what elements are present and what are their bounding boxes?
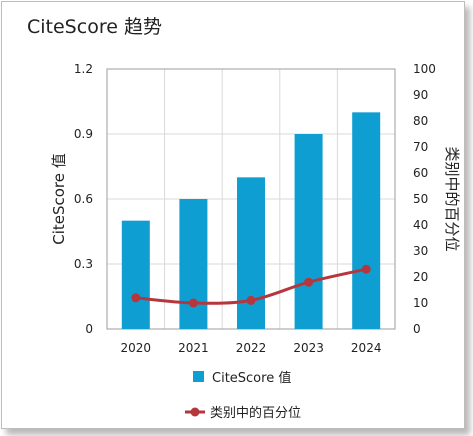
line-series [131,264,371,308]
x-tick-label: 2022 [236,341,267,355]
legend-swatch-marker [190,407,200,417]
y-left-tick-label: 0.9 [74,127,93,141]
percentile-point-2023 [304,277,314,287]
bar-2022 [237,177,265,329]
y-right-tick-label: 90 [413,88,428,102]
y-right-axis-title: 类别中的百分位 [443,146,461,251]
x-tick-label: 2023 [293,341,324,355]
y-right-tick-label: 50 [413,192,428,206]
chart-card [1,1,465,429]
percentile-point-2021 [188,298,198,308]
y-left-tick-label: 0 [85,322,93,336]
y-right-tick-label: 30 [413,244,428,258]
y-left-tick-label: 1.2 [74,62,93,76]
y-right-tick-label: 60 [413,166,428,180]
legend-item-line: 类别中的百分位 [185,405,301,421]
legend-item-bar: CiteScore 值 [193,370,291,386]
percentile-point-2020 [131,293,141,303]
legend-label-bar: CiteScore 值 [212,370,291,386]
bar-2023 [294,134,323,329]
y-right-tick-label: 40 [413,218,428,232]
bar-2021 [179,199,208,329]
y-left-axis-title: CiteScore 值 [50,153,68,245]
legend-label-line: 类别中的百分位 [210,405,301,421]
x-tick-label: 2020 [121,341,152,355]
bar-2020 [121,220,150,329]
x-tick-label: 2024 [351,341,382,355]
y-right-tick-label: 20 [413,270,428,284]
chart-title: CiteScore 趋势 [27,16,162,38]
y-right-tick-label: 100 [413,62,436,76]
percentile-point-2024 [361,264,371,274]
y-right-tick-label: 10 [413,296,428,310]
y-left-tick-label: 0.6 [74,192,93,206]
y-right-tick-label: 0 [413,322,421,336]
bar-series [121,112,381,329]
bar-2024 [352,112,381,329]
percentile-point-2022 [246,295,256,305]
y-right-tick-label: 80 [413,114,428,128]
legend-swatch-bar [193,371,204,382]
y-right-tick-label: 70 [413,140,428,154]
y-left-tick-label: 0.3 [74,257,93,271]
x-tick-label: 2021 [178,341,209,355]
